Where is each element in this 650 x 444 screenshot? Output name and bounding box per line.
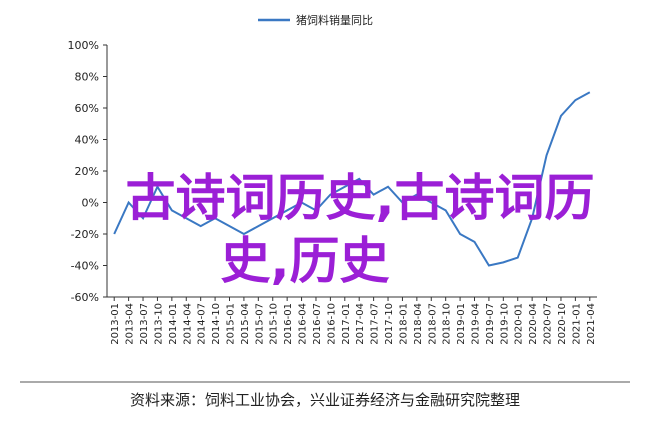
y-tick-label: 60%: [75, 102, 99, 115]
x-tick-label: 2017-01: [341, 303, 352, 345]
x-tick-label: 2017-07: [370, 303, 381, 345]
x-tick-label: 2019-10: [499, 303, 510, 345]
y-tick-label: -60%: [71, 291, 99, 304]
x-tick-label: 2013-10: [153, 303, 164, 345]
watermark: 史,历史: [221, 232, 390, 290]
x-tick-label: 2013-04: [125, 303, 136, 345]
y-tick-label: -20%: [71, 228, 99, 241]
y-tick-label: 20%: [75, 165, 99, 178]
x-tick-label: 2020-04: [528, 303, 539, 345]
x-tick-label: 2021-04: [586, 303, 597, 345]
x-tick-label: 2016-10: [326, 303, 337, 345]
x-tick-label: 2015-07: [254, 303, 265, 345]
x-tick-label: 2015-04: [240, 303, 251, 345]
x-tick-label: 2016-04: [298, 303, 309, 345]
x-tick-label: 2015-10: [269, 303, 280, 345]
y-tick-label: -40%: [71, 260, 99, 273]
x-tick-label: 2019-01: [456, 303, 467, 345]
x-tick-label: 2014-07: [197, 303, 208, 345]
x-tick-label: 2018-01: [398, 303, 409, 345]
x-tick-label: 2013-01: [110, 303, 121, 345]
x-tick-label: 2016-07: [312, 303, 323, 345]
y-tick-label: 100%: [68, 39, 99, 52]
x-tick-label: 2017-04: [355, 303, 366, 345]
x-tick-label: 2019-07: [485, 303, 496, 345]
x-tick-label: 2020-10: [557, 303, 568, 345]
x-tick-label: 2014-01: [168, 303, 179, 345]
y-tick-label: 0%: [82, 197, 99, 210]
x-tick-label: 2018-07: [427, 303, 438, 345]
x-tick-label: 2017-10: [384, 303, 395, 345]
x-tick-label: 2014-04: [182, 303, 193, 345]
watermark: 古诗词历史,古诗词历: [126, 169, 595, 227]
x-tick-label: 2020-07: [543, 303, 554, 345]
x-tick-label: 2014-10: [211, 303, 222, 345]
x-tick-label: 2015-01: [226, 303, 237, 345]
x-tick-label: 2013-07: [139, 303, 150, 345]
x-tick-label: 2016-01: [283, 303, 294, 345]
y-tick-label: 80%: [75, 71, 99, 84]
legend-label: 猪饲料销量同比: [296, 13, 373, 27]
line-series: [113, 91, 591, 267]
x-tick-label: 2019-04: [471, 303, 482, 345]
source: 资料来源：饲料工业协会，兴业证券经济与金融研究院整理: [130, 391, 520, 409]
x-tick-label: 2021-01: [571, 303, 582, 345]
x-tick-label: 2018-10: [442, 303, 453, 345]
x-tick-label: 2020-01: [514, 303, 525, 345]
x-tick-label: 2018-04: [413, 303, 424, 345]
y-tick-label: 40%: [75, 134, 99, 147]
